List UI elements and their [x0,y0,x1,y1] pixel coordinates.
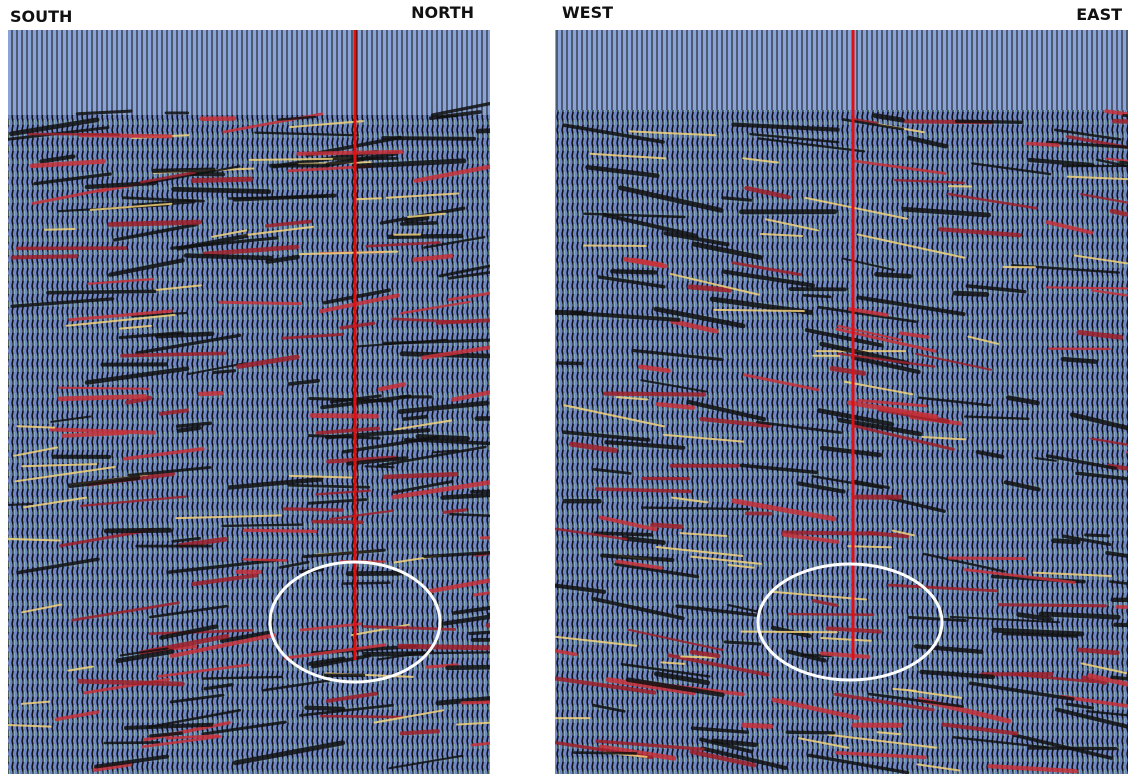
reflector [106,530,169,531]
reflector [477,418,565,419]
reflector [402,731,438,733]
reflector [789,614,873,615]
reflector [783,532,875,533]
reflector [45,229,75,230]
reflector [105,742,159,743]
reflector [298,152,401,154]
reflector [220,302,300,303]
top-traces [8,30,490,115]
reflector [344,583,390,584]
reflector [186,255,271,258]
reflector [595,533,651,535]
reflector [17,426,54,427]
reflector [404,417,426,419]
reflector [60,396,145,398]
trace-field [555,30,1128,774]
reflector [400,646,490,648]
direction-label: EAST [1076,5,1122,24]
reflector [1086,535,1109,536]
reflector [365,653,424,654]
reflector [848,546,891,547]
reflector [956,293,987,294]
reflector [389,236,461,237]
reflector [29,134,119,135]
direction-label: SOUTH [10,7,72,26]
reflector [13,256,76,257]
reflector [179,428,199,431]
reflector [725,642,759,644]
reflector [222,525,302,526]
reflector [284,509,342,510]
reflector [200,393,221,394]
reflector [1047,287,1128,288]
reflector [478,128,535,131]
reflector [1114,121,1128,122]
reflector [574,753,636,754]
reflector [744,725,771,726]
reflector [999,605,1105,606]
reflector [79,681,182,684]
reflector [110,222,199,224]
reflector [742,632,837,633]
reflector [356,198,380,199]
reflector [1041,614,1118,617]
reflector [448,667,512,668]
reflector [606,394,705,395]
reflector [462,701,521,703]
reflector [957,121,1022,122]
reflector [193,179,250,180]
reflector [214,371,234,373]
seismic-figure: SOUTH NORTH WEST EAST [0,0,1128,774]
reflector [482,538,562,539]
reflector [244,559,286,560]
reflector [652,525,680,527]
reflector [334,158,397,159]
top-traces [555,30,1128,110]
reflector [383,138,474,139]
direction-label: WEST [562,3,613,22]
seismic-panel [542,30,1128,774]
reflector [203,677,282,679]
page: SOUTH NORTH WEST EAST (() => { const dat… [0,0,1128,774]
reflector [787,732,833,733]
reflector [642,508,749,509]
reflector [9,504,31,505]
reflector [122,353,225,355]
reflector [714,310,804,311]
reflector [472,490,525,492]
reflector [1079,650,1117,653]
reflector [1063,359,1095,362]
reflector [244,530,315,531]
reflector [805,295,830,296]
reflector [949,558,1024,559]
seismic-panel [1,30,595,774]
reflector [306,708,343,709]
reflector [48,291,155,292]
reflector [321,716,402,717]
reflector [385,474,456,477]
reflector [877,274,910,276]
reflector [312,416,377,417]
direction-label: NORTH [411,3,474,22]
reflector [154,170,214,171]
reflector [612,271,655,272]
reflector [1027,143,1057,145]
reflector [174,189,269,191]
reflector [418,436,467,438]
reflector [366,466,394,467]
reflector [1053,541,1078,542]
reflector [59,388,148,389]
reflector [157,334,212,336]
reflector [597,489,690,491]
